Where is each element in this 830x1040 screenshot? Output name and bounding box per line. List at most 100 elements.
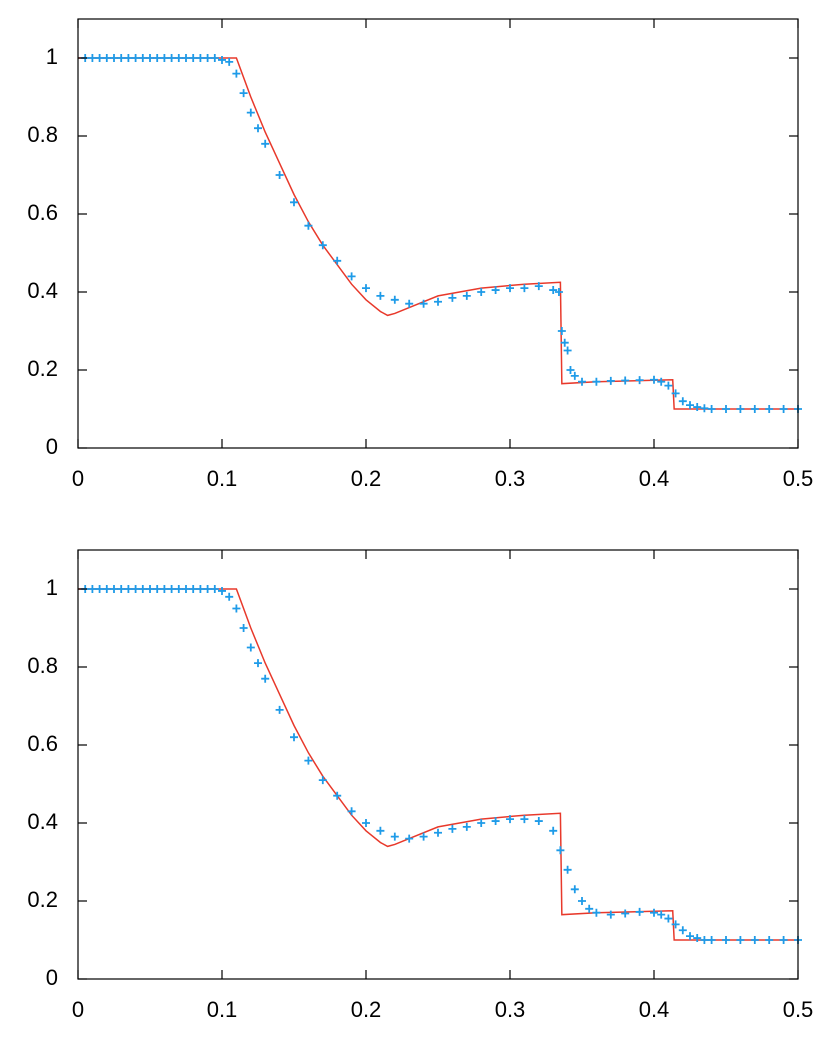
point xyxy=(347,272,356,281)
x-tick-label: 0.4 xyxy=(639,997,670,1022)
y-tick-label: 0.8 xyxy=(27,653,58,678)
point xyxy=(254,124,262,133)
point xyxy=(592,908,601,917)
point xyxy=(110,585,118,593)
y-tick-label: 0.2 xyxy=(27,356,58,381)
point xyxy=(218,586,226,595)
point xyxy=(707,405,716,413)
point xyxy=(138,585,147,593)
y-tick-label: 0.4 xyxy=(27,809,58,834)
point xyxy=(146,54,154,62)
plot-frame xyxy=(77,18,799,449)
point xyxy=(333,791,342,800)
point xyxy=(686,932,694,941)
point xyxy=(203,54,212,62)
point xyxy=(722,936,730,944)
point xyxy=(506,284,514,293)
point xyxy=(549,826,558,835)
point xyxy=(124,585,133,593)
point xyxy=(671,389,680,398)
point xyxy=(549,286,558,295)
point xyxy=(462,822,471,831)
point xyxy=(779,405,788,413)
point xyxy=(362,284,370,293)
point xyxy=(419,832,428,841)
x-tick-label: 0.3 xyxy=(495,466,526,491)
point xyxy=(146,585,154,593)
point xyxy=(182,585,190,593)
point xyxy=(290,198,298,207)
point xyxy=(167,585,176,593)
point xyxy=(678,926,687,935)
exact-line xyxy=(78,57,798,410)
point xyxy=(750,936,759,944)
point xyxy=(117,585,126,593)
point xyxy=(131,54,140,62)
point xyxy=(405,299,414,308)
x-tick-label: 0 xyxy=(72,997,84,1022)
point xyxy=(138,54,147,62)
point xyxy=(554,288,563,296)
point xyxy=(174,585,183,593)
y-tick-label: 0 xyxy=(46,965,58,990)
x-tick-label: 0.1 xyxy=(207,997,238,1022)
point xyxy=(570,371,579,380)
point xyxy=(736,936,745,944)
point xyxy=(578,897,586,905)
exact-line xyxy=(78,588,798,941)
point xyxy=(232,604,241,613)
point xyxy=(621,376,630,385)
point xyxy=(448,824,457,833)
point xyxy=(275,705,284,714)
point xyxy=(534,817,543,826)
point xyxy=(210,585,219,593)
y-tick-label: 1 xyxy=(46,575,58,600)
y-tick-label: 0.2 xyxy=(27,887,58,912)
point xyxy=(560,338,569,347)
point xyxy=(700,404,709,413)
point xyxy=(232,69,241,78)
point xyxy=(196,585,205,593)
point xyxy=(578,377,586,386)
point xyxy=(678,397,687,406)
point xyxy=(88,54,97,62)
x-tick-label: 0.2 xyxy=(351,997,382,1022)
point xyxy=(491,817,500,826)
point xyxy=(419,299,428,308)
point xyxy=(333,256,342,265)
point xyxy=(239,89,248,98)
point xyxy=(203,585,212,593)
x-tick-label: 0.1 xyxy=(207,466,238,491)
y-tick-label: 0 xyxy=(46,434,58,459)
point xyxy=(246,643,255,652)
point xyxy=(520,815,529,824)
y-tick-label: 0.8 xyxy=(27,122,58,147)
point xyxy=(448,293,457,302)
point xyxy=(563,865,572,874)
point xyxy=(664,381,673,390)
point xyxy=(491,286,500,295)
point xyxy=(650,375,658,384)
point xyxy=(462,291,471,300)
point xyxy=(477,819,486,827)
point xyxy=(563,346,572,355)
point xyxy=(434,828,442,837)
point xyxy=(664,914,673,923)
point xyxy=(700,936,709,944)
point xyxy=(110,54,118,62)
point xyxy=(304,756,313,765)
x-tick-label: 0.2 xyxy=(351,466,382,491)
y-tick-label: 1 xyxy=(46,44,58,69)
x-tick-label: 0.5 xyxy=(783,466,814,491)
point xyxy=(520,284,529,293)
point xyxy=(606,910,615,919)
point xyxy=(182,54,190,62)
point xyxy=(210,54,219,62)
point xyxy=(650,908,658,917)
point xyxy=(707,936,716,944)
y-tick-label: 0.6 xyxy=(27,731,58,756)
y-tick-label: 0.4 xyxy=(27,278,58,303)
point xyxy=(635,376,644,385)
point xyxy=(88,585,97,593)
